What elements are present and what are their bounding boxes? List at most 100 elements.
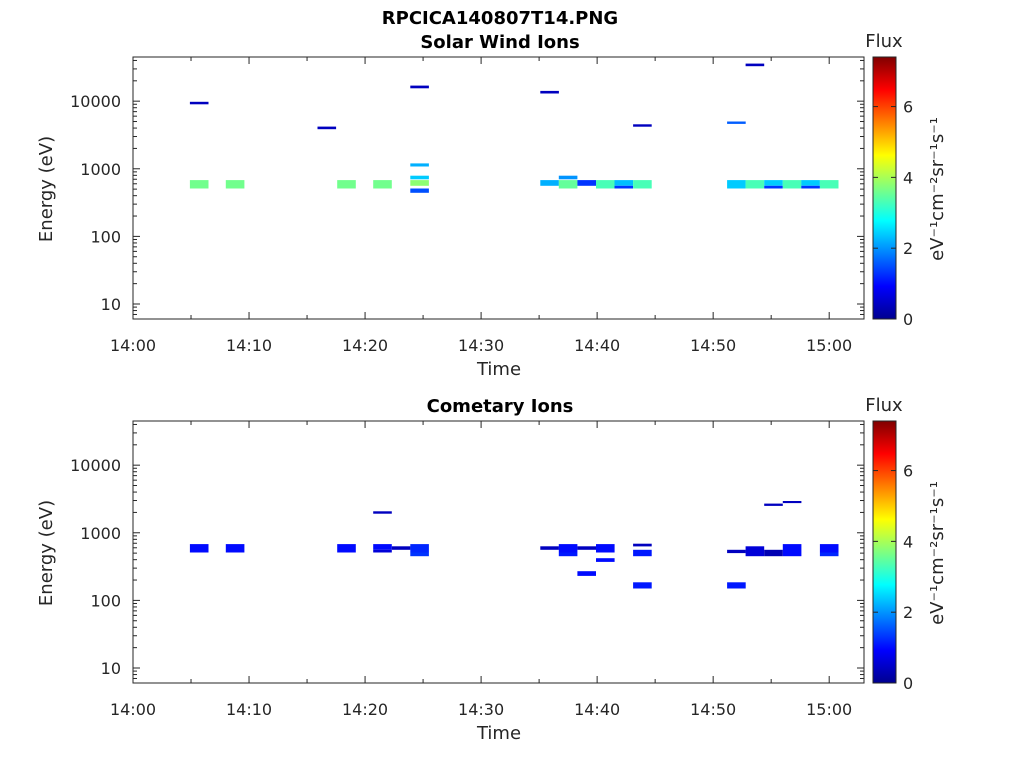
colorbar-label: eV⁻¹cm⁻²sr⁻¹s⁻¹ bbox=[927, 481, 948, 625]
heatmap-cell bbox=[782, 180, 802, 189]
heatmap-cell bbox=[410, 180, 429, 186]
axis-ticks: 14:00 14:10 14:20 14:30 14:40 14:50 15:00 10 100… bbox=[70, 421, 864, 719]
y-tick-label: 1000 bbox=[80, 160, 121, 179]
colorbar-ticks: 0 2 4 6 bbox=[873, 98, 913, 329]
heatmap-cell bbox=[819, 544, 839, 553]
heatmap-cell bbox=[745, 63, 765, 67]
colorbar-gradient bbox=[873, 57, 896, 319]
y-tick-label: 10 bbox=[101, 659, 121, 678]
y-axis-label: Energy (eV) bbox=[36, 136, 57, 242]
y-tick-label: 100 bbox=[90, 591, 121, 610]
heatmap-cell bbox=[410, 188, 429, 193]
heatmap-cell bbox=[225, 544, 245, 553]
heatmap-cell bbox=[614, 185, 634, 189]
heatmap-cell bbox=[764, 180, 783, 186]
heatmap-cell bbox=[633, 549, 652, 557]
x-tick-label: 14:00 bbox=[110, 336, 156, 355]
x-tick-label: 14:10 bbox=[226, 700, 272, 719]
plot-frame bbox=[132, 420, 865, 684]
heatmap-cell bbox=[727, 549, 746, 554]
heatmap-cell bbox=[558, 552, 578, 557]
heatmap-cell bbox=[727, 582, 746, 589]
colorbar-frame bbox=[872, 420, 897, 684]
colorbar-tick-label: 4 bbox=[903, 532, 913, 551]
heatmap-cell bbox=[558, 180, 578, 189]
heatmap-cell bbox=[410, 85, 429, 89]
y-axis-label: Energy (eV) bbox=[36, 500, 57, 606]
y-tick-label: 100 bbox=[90, 227, 121, 246]
heatmap-cell bbox=[337, 180, 356, 189]
colorbar-gradient bbox=[873, 421, 896, 683]
colorbar-tick-label: 4 bbox=[903, 168, 913, 187]
heatmap-cell bbox=[577, 571, 596, 576]
colorbar-title: Flux bbox=[865, 395, 903, 416]
heatmap-cell bbox=[633, 543, 652, 547]
panel-title: Solar Wind Ions bbox=[420, 32, 579, 53]
heatmap-cell bbox=[337, 544, 356, 553]
heatmap-cell bbox=[225, 180, 245, 189]
colorbar-title: Flux bbox=[865, 31, 903, 52]
colorbar-tick-label: 2 bbox=[903, 603, 913, 622]
heatmap-cell bbox=[540, 546, 559, 550]
panel-title: Cometary Ions bbox=[427, 396, 574, 417]
heatmap-cell bbox=[596, 558, 615, 562]
heatmap-cell bbox=[317, 126, 337, 130]
x-tick-label: 14:50 bbox=[690, 700, 736, 719]
heatmap-cell bbox=[727, 180, 746, 189]
heatmap-cell bbox=[819, 552, 839, 557]
panel-cometary-ions: Cometary Ions 14:00 14:10 14:20 14:30 14:40 1… bbox=[36, 395, 948, 744]
heatmap-cell bbox=[558, 544, 578, 553]
heatmap-cell bbox=[745, 546, 765, 557]
heatmap-cell bbox=[577, 180, 596, 186]
heatmap-cell bbox=[801, 180, 820, 186]
heatmap-cell bbox=[633, 124, 652, 127]
heatmap-cell bbox=[614, 180, 634, 186]
plot-frame bbox=[132, 56, 865, 320]
y-tick-label: 1000 bbox=[80, 524, 121, 543]
x-tick-label: 14:20 bbox=[342, 700, 388, 719]
x-axis-label: Time bbox=[476, 723, 521, 744]
y-tick-label: 10 bbox=[101, 295, 121, 314]
x-tick-label: 14:40 bbox=[574, 700, 620, 719]
heatmap-cell bbox=[596, 544, 615, 553]
panel-solar-wind-ions: Solar Wind Ions 14:00 14:10 14:20 14:30 14:4… bbox=[36, 31, 948, 380]
heatmap-cell bbox=[540, 90, 559, 94]
colorbar-tick-label: 0 bbox=[903, 674, 913, 693]
colorbar-tick-label: 0 bbox=[903, 310, 913, 329]
heatmap-cell bbox=[373, 511, 392, 514]
heatmap-cell bbox=[764, 185, 783, 189]
y-tick-label: 10000 bbox=[70, 92, 121, 111]
heatmap-cell bbox=[373, 544, 392, 550]
axis-ticks: 14:00 14:10 14:20 14:30 14:40 14:50 15:00 10 100… bbox=[70, 57, 864, 355]
x-tick-label: 14:40 bbox=[574, 336, 620, 355]
heatmap-cell bbox=[410, 163, 429, 167]
heatmap-cell bbox=[782, 501, 802, 504]
colorbar-ticks: 0 2 4 6 bbox=[873, 462, 913, 693]
heatmap-cells bbox=[189, 63, 839, 193]
colorbar-tick-label: 2 bbox=[903, 239, 913, 258]
heatmap-cell bbox=[410, 175, 429, 180]
heatmap-cell bbox=[819, 180, 839, 189]
colorbar-tick-label: 6 bbox=[903, 98, 913, 117]
colorbar-frame bbox=[872, 56, 897, 320]
x-tick-label: 15:00 bbox=[806, 336, 852, 355]
heatmap-cell bbox=[801, 185, 820, 189]
x-tick-label: 14:50 bbox=[690, 336, 736, 355]
heatmap-cell bbox=[745, 180, 765, 189]
colorbar-tick-label: 6 bbox=[903, 462, 913, 481]
heatmap-cell bbox=[410, 552, 429, 557]
colorbar: 0 2 4 6 Flux eV⁻¹cm⁻²sr⁻¹s⁻¹ bbox=[865, 395, 948, 693]
figure-title: RPCICA140807T14.PNG bbox=[382, 8, 618, 29]
heatmap-cell bbox=[764, 549, 783, 557]
colorbar: 0 2 4 6 Flux eV⁻¹cm⁻²sr⁻¹s⁻¹ bbox=[865, 31, 948, 329]
heatmap-cell bbox=[633, 582, 652, 589]
x-tick-label: 14:30 bbox=[458, 336, 504, 355]
heatmap-cell bbox=[633, 180, 652, 189]
heatmap-cell bbox=[782, 544, 802, 557]
heatmap-cell bbox=[577, 546, 596, 550]
colorbar-label: eV⁻¹cm⁻²sr⁻¹s⁻¹ bbox=[927, 117, 948, 261]
heatmap-cell bbox=[189, 101, 209, 105]
x-tick-label: 14:30 bbox=[458, 700, 504, 719]
heatmap-cell bbox=[764, 503, 783, 506]
